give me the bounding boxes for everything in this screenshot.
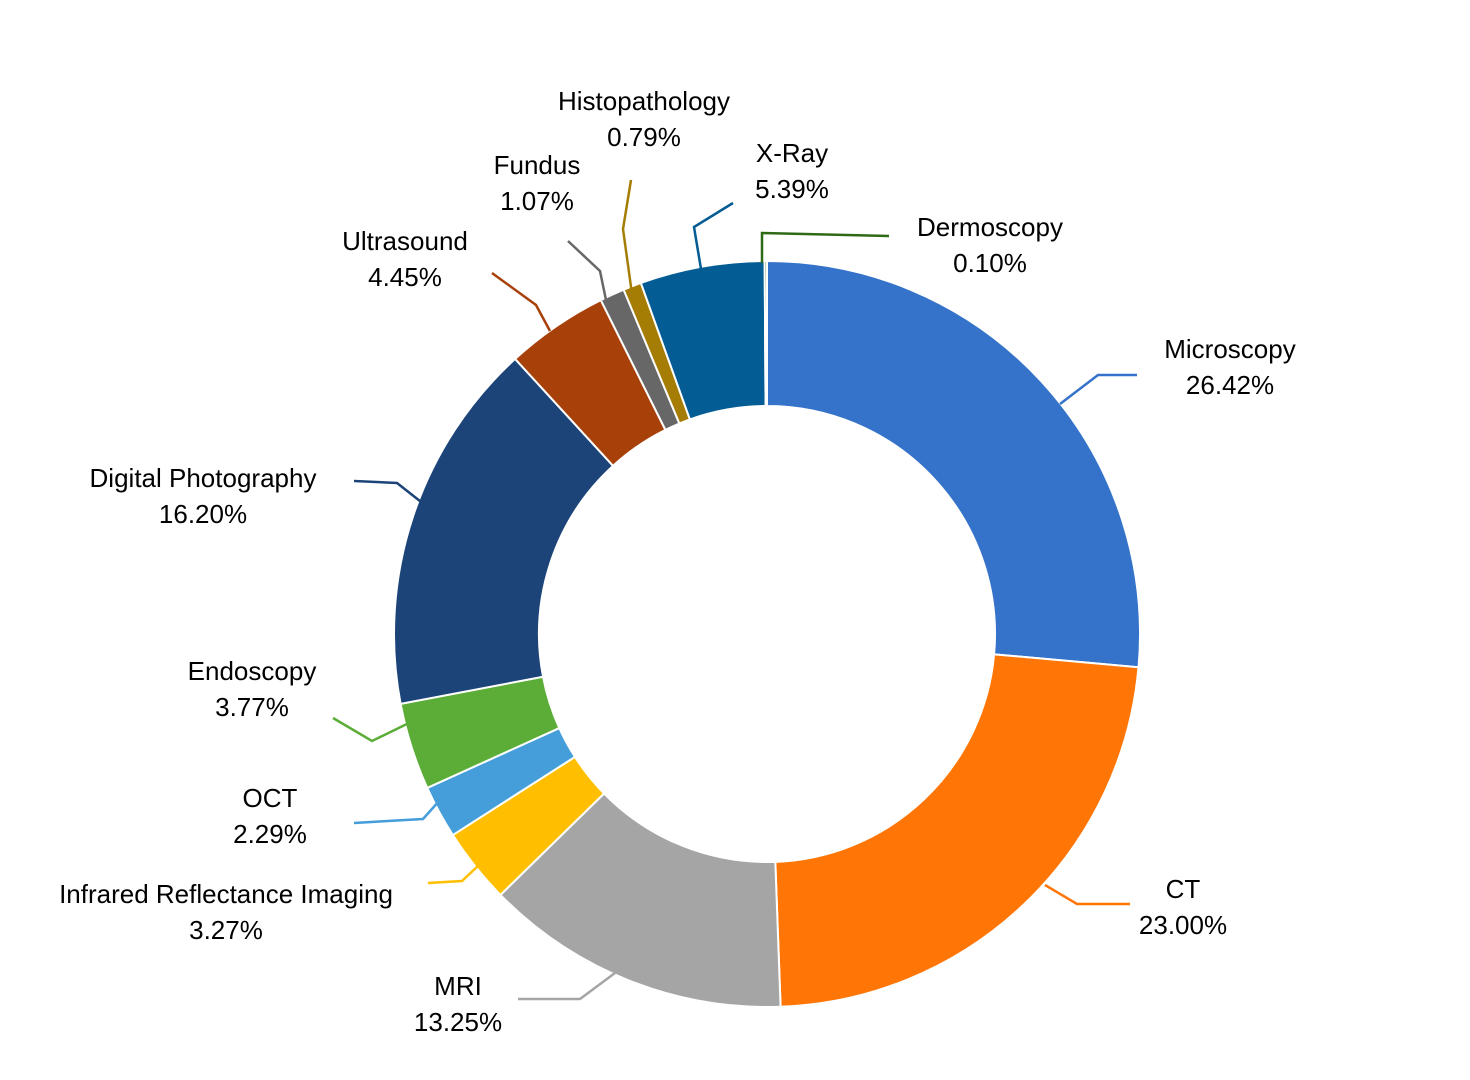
leader-line-dermoscopy	[760, 231, 890, 263]
label-value-ultrasound: 4.45%	[368, 262, 442, 292]
label-name-histopathology: Histopathology	[558, 86, 730, 116]
label-value-endoscopy: 3.77%	[215, 692, 289, 722]
leader-line-fundus	[567, 240, 608, 301]
label-value-digital-photography: 16.20%	[159, 499, 247, 529]
leader-line-oct	[353, 799, 441, 825]
leader-lines-group	[332, 179, 1137, 1001]
leader-line-ct	[1044, 883, 1130, 906]
label-name-ct: CT	[1166, 874, 1201, 904]
label-name-infrared-reflectance-imaging: Infrared Reflectance Imaging	[59, 879, 393, 909]
leader-line-mri	[518, 968, 620, 1001]
label-name-ultrasound: Ultrasound	[342, 226, 468, 256]
leader-line-digital-photography	[353, 479, 426, 506]
label-value-microscopy: 26.42%	[1186, 370, 1274, 400]
label-value-infrared-reflectance-imaging: 3.27%	[189, 915, 263, 945]
label-name-microscopy: Microscopy	[1164, 334, 1295, 364]
slice-microscopy	[766, 259, 1142, 669]
slice-dermoscopy	[763, 259, 768, 408]
leader-line-x-ray	[692, 201, 734, 270]
label-value-oct: 2.29%	[233, 819, 307, 849]
leader-line-ultrasound	[491, 271, 552, 332]
label-name-x-ray: X-Ray	[756, 138, 828, 168]
slices-group	[393, 259, 1142, 1008]
label-name-endoscopy: Endoscopy	[188, 656, 317, 686]
label-name-mri: MRI	[434, 971, 482, 1001]
label-value-ct: 23.00%	[1139, 910, 1227, 940]
labels-group: Microscopy 26.42% CT 23.00% MRI 13.25% Infrare…	[59, 86, 1296, 1037]
label-value-histopathology: 0.79%	[607, 122, 681, 152]
leader-line-microscopy	[1059, 373, 1137, 405]
label-name-oct: OCT	[243, 783, 298, 813]
label-value-fundus: 1.07%	[500, 186, 574, 216]
label-name-digital-photography: Digital Photography	[90, 463, 317, 493]
leader-line-endoscopy	[332, 716, 412, 743]
label-name-dermoscopy: Dermoscopy	[917, 212, 1063, 242]
label-value-dermoscopy: 0.10%	[953, 248, 1027, 278]
leader-line-infrared-reflectance-imaging	[427, 864, 480, 885]
label-value-x-ray: 5.39%	[755, 174, 829, 204]
slice-ct	[774, 653, 1140, 1008]
slice-digital-photography	[393, 357, 615, 706]
label-value-mri: 13.25%	[414, 1007, 502, 1037]
leader-line-histopathology	[621, 179, 634, 295]
label-name-fundus: Fundus	[494, 150, 581, 180]
